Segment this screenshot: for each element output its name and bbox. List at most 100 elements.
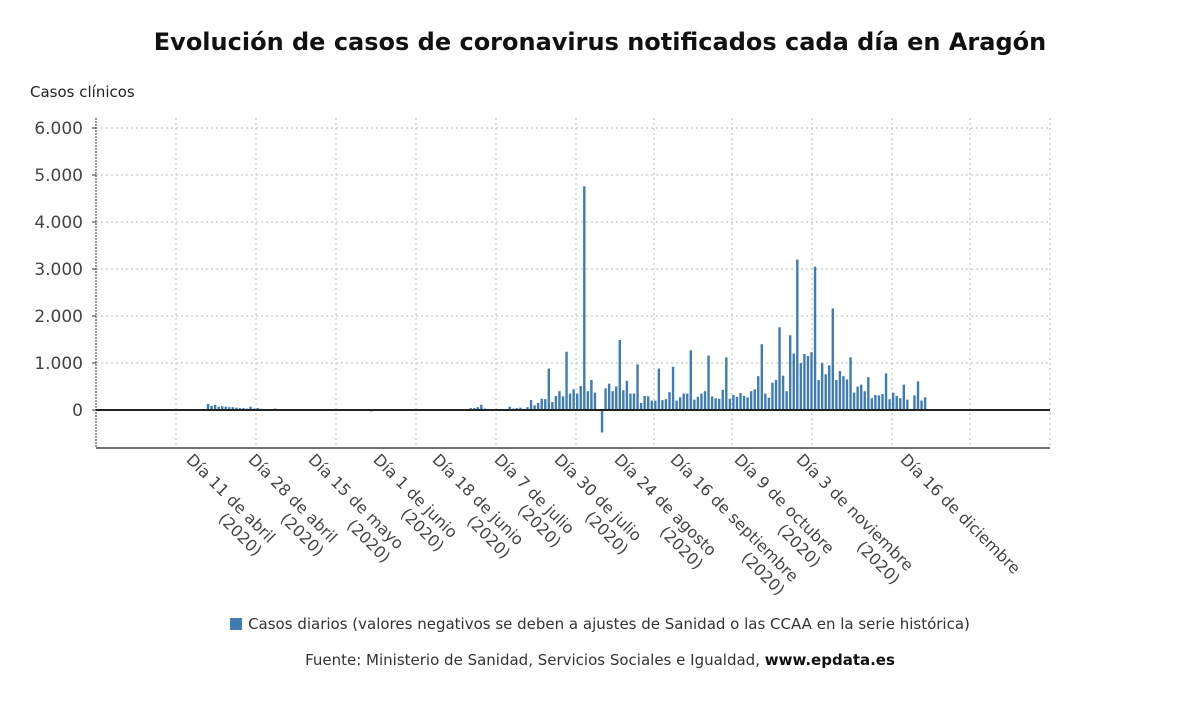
bar [913,395,916,410]
bar [639,402,643,410]
bar [813,266,817,410]
bar [622,390,625,410]
bar [735,396,739,410]
bar [923,397,927,410]
bar [856,386,859,410]
bar [774,379,778,410]
bar [884,373,888,410]
bar [845,379,849,410]
bar [753,389,756,410]
bar [235,407,238,410]
bar [721,389,724,410]
bar [600,410,604,433]
bar [803,354,806,410]
bar [877,395,881,410]
bar [732,394,735,410]
bar [476,407,479,410]
bar [785,391,788,410]
bar [625,380,629,410]
bar [593,392,597,410]
y-tick-label: 0 [72,401,83,421]
bar [657,368,661,410]
bar [696,396,700,410]
bar [835,379,838,410]
bar [568,393,572,410]
bar [590,379,593,410]
bar [725,357,728,410]
legend-label: Casos diarios (valores negativos se debe… [248,615,970,633]
bar [870,398,874,410]
bar [899,398,902,410]
bar [678,397,682,410]
bar [586,391,590,410]
bar [824,374,827,410]
bar [792,353,795,410]
bar [206,403,210,410]
bar [664,399,668,410]
bar [757,376,760,410]
bar [636,364,639,410]
bar [778,327,781,410]
bar [249,406,252,410]
bar [224,406,227,410]
bar [828,365,831,410]
bar [565,351,568,410]
bar [831,308,834,410]
bar [746,397,749,410]
bar [820,363,824,410]
bar [611,391,614,410]
bar [554,395,558,410]
bar [760,344,763,410]
legend-swatch [230,618,243,630]
bar [817,379,820,410]
bar [668,392,671,410]
bar [536,402,540,410]
bar [221,406,224,410]
bar [572,389,575,410]
bar [789,335,792,410]
y-axis-label: Casos clínicos [30,83,135,101]
bar [771,382,774,410]
bar [551,402,554,410]
bar [710,396,714,410]
y-tick-label: 4.000 [34,213,83,233]
source-note: Fuente: Ministerio de Sanidad, Servicios… [0,651,1200,669]
bar [920,400,923,410]
bar [643,395,646,410]
bar [916,381,920,410]
bar [604,388,607,410]
bar [707,355,710,410]
bar [842,376,845,410]
bar [540,398,543,410]
bar [860,384,863,410]
bar [902,384,905,410]
bar [867,377,870,410]
bar [519,407,522,410]
bar [799,363,803,410]
bar [718,398,721,410]
bar [686,393,689,410]
bar [533,405,536,410]
source-text: Fuente: Ministerio de Sanidad, Servicios… [305,651,765,669]
legend: Casos diarios (valores negativos se debe… [0,615,1200,633]
bar [544,399,547,410]
bar [810,352,813,410]
bar [700,393,703,410]
y-tick-label: 6.000 [34,119,83,139]
bar [849,357,852,410]
bar [693,399,696,410]
bar [231,407,235,410]
bar [742,395,746,410]
bar [863,391,866,410]
y-tick-label: 2.000 [34,307,83,327]
bar [661,400,664,410]
bar [632,393,636,410]
bar [618,339,621,410]
bar [654,400,657,410]
bar [213,404,217,410]
bar [480,404,483,410]
bar [576,393,579,410]
bar [629,393,632,410]
bar [749,391,753,410]
